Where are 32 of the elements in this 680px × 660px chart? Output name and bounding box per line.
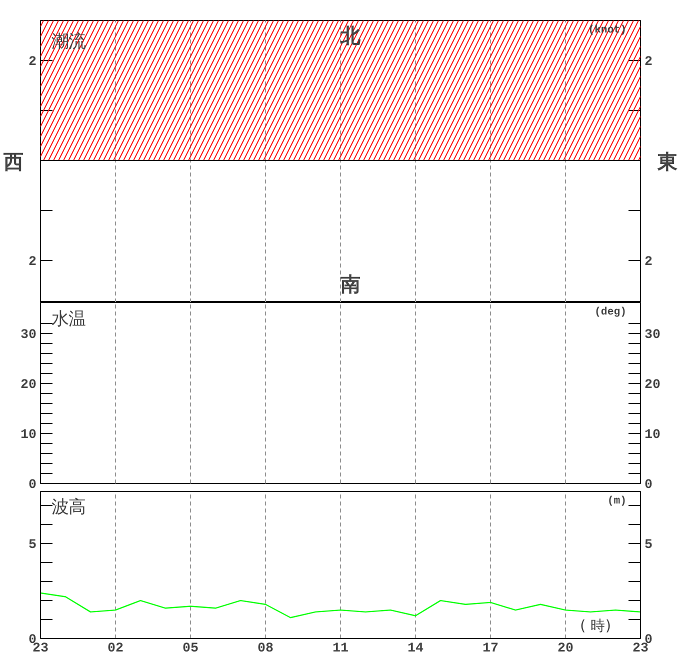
y-tick-label: 0	[28, 478, 36, 493]
y2-tick-label: 20	[644, 378, 660, 393]
y-tick-label: 10	[20, 428, 37, 443]
y-tick-label: 2	[28, 255, 36, 270]
x-tick-label: 14	[408, 642, 424, 656]
annotation: 南	[340, 272, 361, 296]
line-series	[40, 592, 640, 618]
y2-axis-title: (deg)	[594, 306, 627, 318]
y2-axis-title: (m)	[607, 496, 627, 508]
y2-tick-label: 5	[644, 538, 652, 554]
x-axis-title: ( 時)	[580, 618, 612, 634]
y2-tick-label: 30	[644, 328, 660, 343]
x-tick-label: 17	[482, 642, 498, 656]
x-tick-label: 11	[332, 642, 348, 656]
y-tick-label: 2	[28, 55, 36, 70]
y2-tick-label: 10	[644, 428, 660, 443]
x-tick-label: 23	[632, 642, 648, 656]
y-tick-label: 20	[20, 378, 37, 393]
y-tick-label: 30	[20, 328, 37, 343]
x-tick-label: 20	[558, 642, 574, 656]
y2-tick-label: 2	[644, 55, 652, 70]
x-tick-label: 23	[32, 642, 48, 656]
x-tick-label: 02	[108, 642, 124, 656]
x-tick-label: 08	[258, 642, 274, 656]
y-tick-label: 5	[28, 538, 36, 554]
chart-title: 波高	[51, 497, 86, 518]
text: 西	[2, 150, 24, 174]
chart-title: 水温	[51, 310, 86, 330]
y2-tick-label: 2	[644, 255, 652, 270]
text: 東	[656, 150, 678, 174]
x-tick-label: 05	[182, 642, 198, 656]
y2-tick-label: 0	[644, 478, 652, 493]
